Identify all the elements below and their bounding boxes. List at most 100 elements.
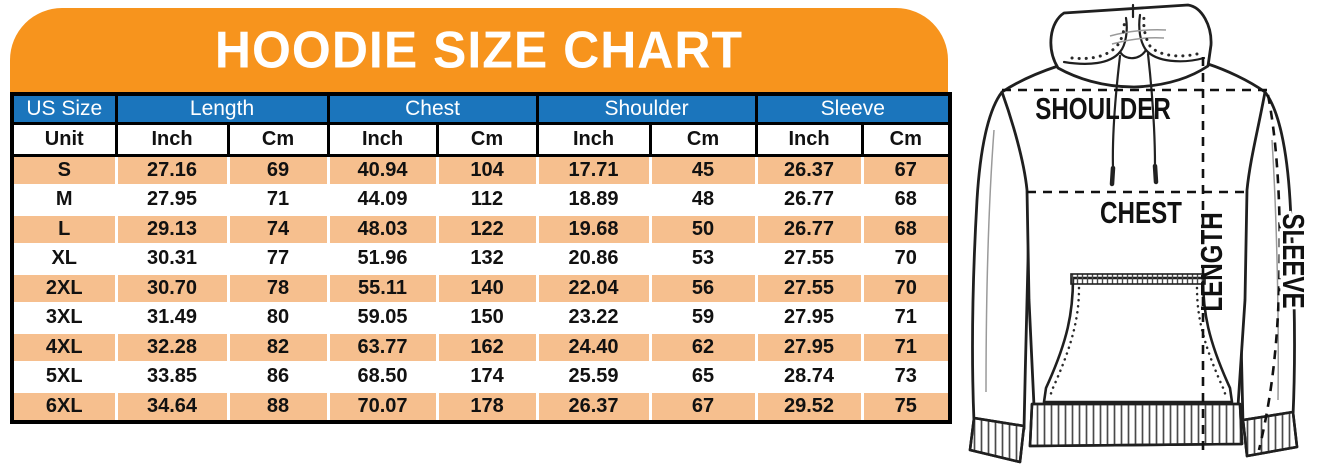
sleeve-fold-left: [985, 129, 995, 393]
measurement-cell: 31.49: [114, 301, 230, 334]
column-header-shoulder: Shoulder: [535, 92, 758, 125]
page-title: HOODIE SIZE CHART: [214, 20, 744, 80]
measurement-cell: 104: [435, 154, 539, 187]
measurement-cell: 24.40: [535, 331, 652, 364]
size-row-l: L 29.13 74 48.03 122 19.68 50 26.77 68: [10, 213, 952, 246]
measurement-cell: 17.71: [535, 154, 652, 187]
measurement-cell: 67: [860, 154, 952, 187]
unit-header-5: Inch: [535, 122, 652, 157]
hoodie-diagram: SHOULDER CHEST LENGTH SLEEVE: [968, 3, 1314, 464]
shoulder-label: SHOULDER: [1035, 91, 1171, 126]
measurement-cell: 22.04: [535, 272, 652, 305]
left-cuff-ribs: [970, 418, 1024, 462]
measurement-cell: 73: [860, 360, 952, 393]
measurement-cell: 86: [226, 360, 330, 393]
pocket-stitch-left: [1048, 286, 1081, 399]
measurement-cell: 33.85: [114, 360, 230, 393]
measurement-cell: 30.31: [114, 242, 230, 275]
hood-stitch-right: [1142, 15, 1199, 58]
measurement-cell: 68: [860, 213, 952, 246]
measurement-cell: 19.68: [535, 213, 652, 246]
unit-header-1: Inch: [114, 122, 230, 157]
unit-header-8: Cm: [860, 122, 952, 157]
measurement-cell: 51.96: [326, 242, 439, 275]
measurement-cell: 29.52: [754, 390, 864, 423]
sleeve-measure-line: [1257, 94, 1282, 451]
measurement-cell: 80: [226, 301, 330, 334]
size-row-6xl: 6XL 34.64 88 70.07 178 26.37 67 29.52 75: [10, 390, 952, 423]
measurement-cell: 40.94: [326, 154, 439, 187]
unit-header-4: Cm: [435, 122, 539, 157]
measurement-cell: 78: [226, 272, 330, 305]
measurement-cell: 27.95: [754, 331, 864, 364]
measurement-cell: 48.03: [326, 213, 439, 246]
measurement-cell: 67: [648, 390, 758, 423]
column-header-chest: Chest: [326, 92, 539, 125]
column-header-sleeve: Sleeve: [754, 92, 952, 125]
measurement-cell: 63.77: [326, 331, 439, 364]
measurement-cell: 27.95: [754, 301, 864, 334]
measurement-cell: 26.77: [754, 183, 864, 216]
size-label: 5XL: [10, 360, 118, 393]
measurement-cell: 29.13: [114, 213, 230, 246]
measurement-cell: 162: [435, 331, 539, 364]
hood-front-v: [1118, 48, 1148, 60]
column-header-length: Length: [114, 92, 330, 125]
measurement-cell: 32.28: [114, 331, 230, 364]
size-label: S: [10, 154, 118, 187]
measurement-cell: 20.86: [535, 242, 652, 275]
size-label: 6XL: [10, 390, 118, 423]
unit-header: Unit: [10, 122, 118, 157]
measurement-cell: 45: [648, 154, 758, 187]
measurement-cell: 28.74: [754, 360, 864, 393]
measurement-cell: 132: [435, 242, 539, 275]
hem-band-ribs: [1030, 404, 1242, 446]
size-label: XL: [10, 242, 118, 275]
measurement-cell: 122: [435, 213, 539, 246]
measurement-cell: 88: [226, 390, 330, 423]
measurement-cell: 178: [435, 390, 539, 423]
measurement-cell: 34.64: [114, 390, 230, 423]
measurement-cell: 70: [860, 242, 952, 275]
size-label: 2XL: [10, 272, 118, 305]
right-cuff-ribs: [1243, 412, 1297, 456]
size-row-3xl: 3XL 31.49 80 59.05 150 23.22 59 27.95 71: [10, 301, 952, 334]
measurement-cell: 75: [860, 390, 952, 423]
measurement-cell: 26.77: [754, 213, 864, 246]
measurement-cell: 68.50: [326, 360, 439, 393]
drawstring-right: [1146, 52, 1157, 168]
measurement-cell: 74: [226, 213, 330, 246]
measurement-cell: 23.22: [535, 301, 652, 334]
measurement-cell: 62: [648, 331, 758, 364]
size-row-4xl: 4XL 32.28 82 63.77 162 24.40 62 27.95 71: [10, 331, 952, 364]
unit-header-2: Cm: [226, 122, 330, 157]
sleeve-label: SLEEVE: [1276, 213, 1311, 308]
group-header-row: US Size Length Chest Shoulder Sleeve: [10, 92, 952, 125]
measurement-cell: 48: [648, 183, 758, 216]
measurement-cell: 59.05: [326, 301, 439, 334]
measurement-cell: 71: [226, 183, 330, 216]
measurement-cell: 69: [226, 154, 330, 187]
length-label: LENGTH: [1194, 212, 1229, 311]
size-row-s: S 27.16 69 40.94 104 17.71 45 26.37 67: [10, 154, 952, 187]
kangaroo-pocket: [1042, 276, 1234, 404]
left-cuff-outline: [968, 416, 1026, 464]
size-label: 4XL: [10, 331, 118, 364]
measurement-cell: 174: [435, 360, 539, 393]
drawstring-left-aglet: [1109, 165, 1116, 187]
size-label: 3XL: [10, 301, 118, 334]
measurement-cell: 77: [226, 242, 330, 275]
size-row-2xl: 2XL 30.70 78 55.11 140 22.04 56 27.55 70: [10, 272, 952, 305]
measurement-cell: 27.16: [114, 154, 230, 187]
measurement-cell: 26.37: [754, 154, 864, 187]
size-label: M: [10, 183, 118, 216]
hem-band-outline: [1028, 402, 1244, 448]
pocket-top-band: [1070, 273, 1206, 285]
measurement-cell: 27.55: [754, 242, 864, 275]
measurement-cell: 25.59: [535, 360, 652, 393]
measurement-cell: 50: [648, 213, 758, 246]
drawstring-left: [1111, 54, 1122, 170]
drawstring-right-aglet: [1152, 163, 1159, 185]
measurement-cell: 70: [860, 272, 952, 305]
measurement-cell: 30.70: [114, 272, 230, 305]
